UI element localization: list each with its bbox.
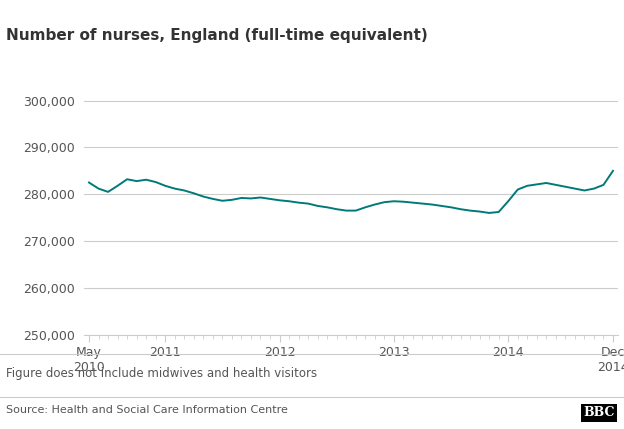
Text: Source: Health and Social Care Information Centre: Source: Health and Social Care Informati… [6, 405, 288, 415]
Text: Number of nurses, England (full-time equivalent): Number of nurses, England (full-time equ… [6, 28, 428, 43]
Text: Figure does not include midwives and health visitors: Figure does not include midwives and hea… [6, 367, 318, 380]
Text: BBC: BBC [583, 406, 615, 419]
